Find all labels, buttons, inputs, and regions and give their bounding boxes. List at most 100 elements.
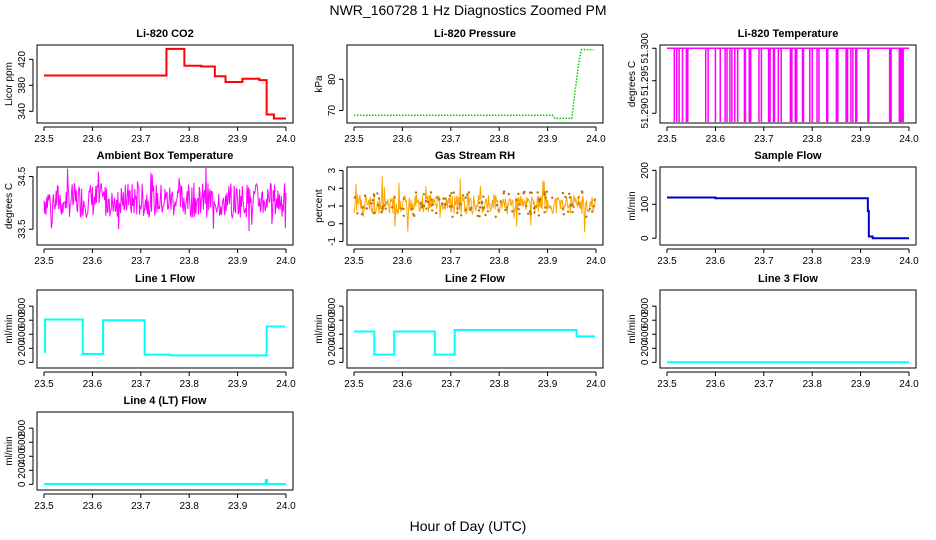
x-tick-label: 23.7	[441, 256, 461, 267]
data-point	[372, 193, 376, 196]
series-drop	[850, 48, 854, 122]
y-tick-label: 0	[640, 359, 651, 365]
data-area	[353, 176, 597, 233]
series-drop	[678, 48, 684, 122]
data-point	[580, 190, 584, 193]
data-area	[354, 329, 596, 356]
data-point	[502, 192, 505, 195]
data-point	[353, 196, 356, 199]
x-tick-label: 23.5	[657, 134, 677, 145]
y-tick-label: -1	[327, 237, 338, 246]
data-point	[469, 206, 473, 210]
data-point	[515, 198, 518, 202]
series-line	[353, 176, 597, 233]
data-point	[377, 197, 381, 200]
data-point	[466, 193, 469, 196]
series-drop	[809, 48, 813, 122]
data-point	[551, 196, 554, 199]
y-tick-label: 200	[327, 340, 338, 357]
data-point	[523, 190, 526, 194]
data-point	[538, 199, 541, 203]
x-tick-label: 24.0	[586, 256, 606, 267]
x-tick-label: 23.6	[83, 379, 103, 390]
panel-4: Ambient Box Temperature 23.5 23.6 23.7 23.8 2…	[4, 150, 296, 267]
panel-title: Li-820 CO2	[136, 28, 193, 40]
x-tick-label: 23.8	[179, 134, 199, 145]
series-line	[43, 318, 286, 357]
series-drop	[855, 48, 858, 122]
data-point	[413, 214, 416, 217]
series-drop	[714, 48, 721, 122]
data-point	[524, 204, 528, 208]
data-point	[518, 203, 521, 206]
data-point	[502, 190, 506, 193]
data-point	[380, 211, 383, 214]
x-tick-label: 23.9	[538, 134, 558, 145]
data-point	[426, 200, 430, 204]
data-point	[431, 209, 434, 212]
x-tick-label: 23.7	[754, 379, 774, 390]
data-point	[544, 206, 547, 209]
data-point	[464, 196, 467, 199]
x-tick-label: 23.5	[34, 379, 54, 390]
data-point	[376, 204, 380, 207]
y-tick-label: 0	[17, 481, 28, 487]
x-tick-label: 23.5	[657, 379, 677, 390]
data-point	[517, 192, 520, 196]
y-axis-label: degrees C	[627, 61, 638, 107]
x-tick-label: 23.8	[489, 134, 509, 145]
x-tick-label: 23.7	[754, 256, 774, 267]
y-axis-label: ml/min	[627, 191, 638, 220]
x-tick-label: 23.6	[393, 134, 413, 145]
data-point	[505, 206, 509, 209]
x-tick-label: 23.5	[657, 256, 677, 267]
data-point	[543, 193, 547, 196]
data-point	[448, 194, 452, 197]
y-axis-label: ml/min	[4, 436, 15, 465]
data-point	[482, 195, 485, 198]
y-tick-label: 800	[17, 297, 28, 314]
data-point	[421, 203, 424, 207]
data-point	[591, 210, 594, 213]
series-drop	[748, 48, 752, 122]
data-point	[572, 205, 575, 208]
data-point	[376, 192, 379, 195]
x-tick-label: 24.0	[899, 134, 919, 145]
series-drop	[867, 48, 870, 122]
panel-title: Sample Flow	[754, 150, 822, 162]
series-drop	[685, 48, 689, 122]
data-area	[667, 47, 909, 122]
data-point	[561, 191, 565, 195]
y-tick-label: 600	[640, 311, 651, 328]
series-drop	[835, 48, 839, 122]
series-drop	[724, 48, 728, 122]
series-drop	[794, 48, 798, 122]
plot-frame	[36, 166, 294, 246]
y-tick-label: 600	[17, 433, 28, 450]
y-tick-label: 400	[17, 447, 28, 464]
x-tick-label: 23.8	[802, 379, 822, 390]
data-point	[383, 204, 386, 207]
series-drop	[767, 48, 771, 122]
data-point	[384, 207, 387, 210]
data-point	[477, 209, 481, 212]
series-line	[354, 48, 594, 120]
y-tick-label: 0	[640, 235, 651, 241]
plot-frame	[36, 411, 294, 491]
x-tick-label: 23.9	[851, 379, 871, 390]
data-point	[478, 201, 481, 204]
panel-5: Gas Stream RH 23.5 23.6 23.7 23.8 23.9 24.0 -1 0…	[314, 150, 606, 267]
y-tick-label: 340	[17, 103, 28, 120]
y-tick-label: 600	[327, 311, 338, 328]
x-tick-label: 23.7	[131, 134, 151, 145]
y-tick-label: 33.5	[17, 219, 28, 239]
data-point	[424, 199, 428, 203]
panel-title: Line 3 Flow	[758, 273, 818, 285]
y-axis-label: percent	[314, 189, 325, 223]
series-drop	[845, 48, 849, 122]
data-area	[667, 196, 909, 240]
series-drop	[772, 48, 776, 122]
data-point	[448, 205, 451, 208]
x-tick-label: 23.6	[83, 256, 103, 267]
x-tick-label: 23.6	[393, 379, 413, 390]
